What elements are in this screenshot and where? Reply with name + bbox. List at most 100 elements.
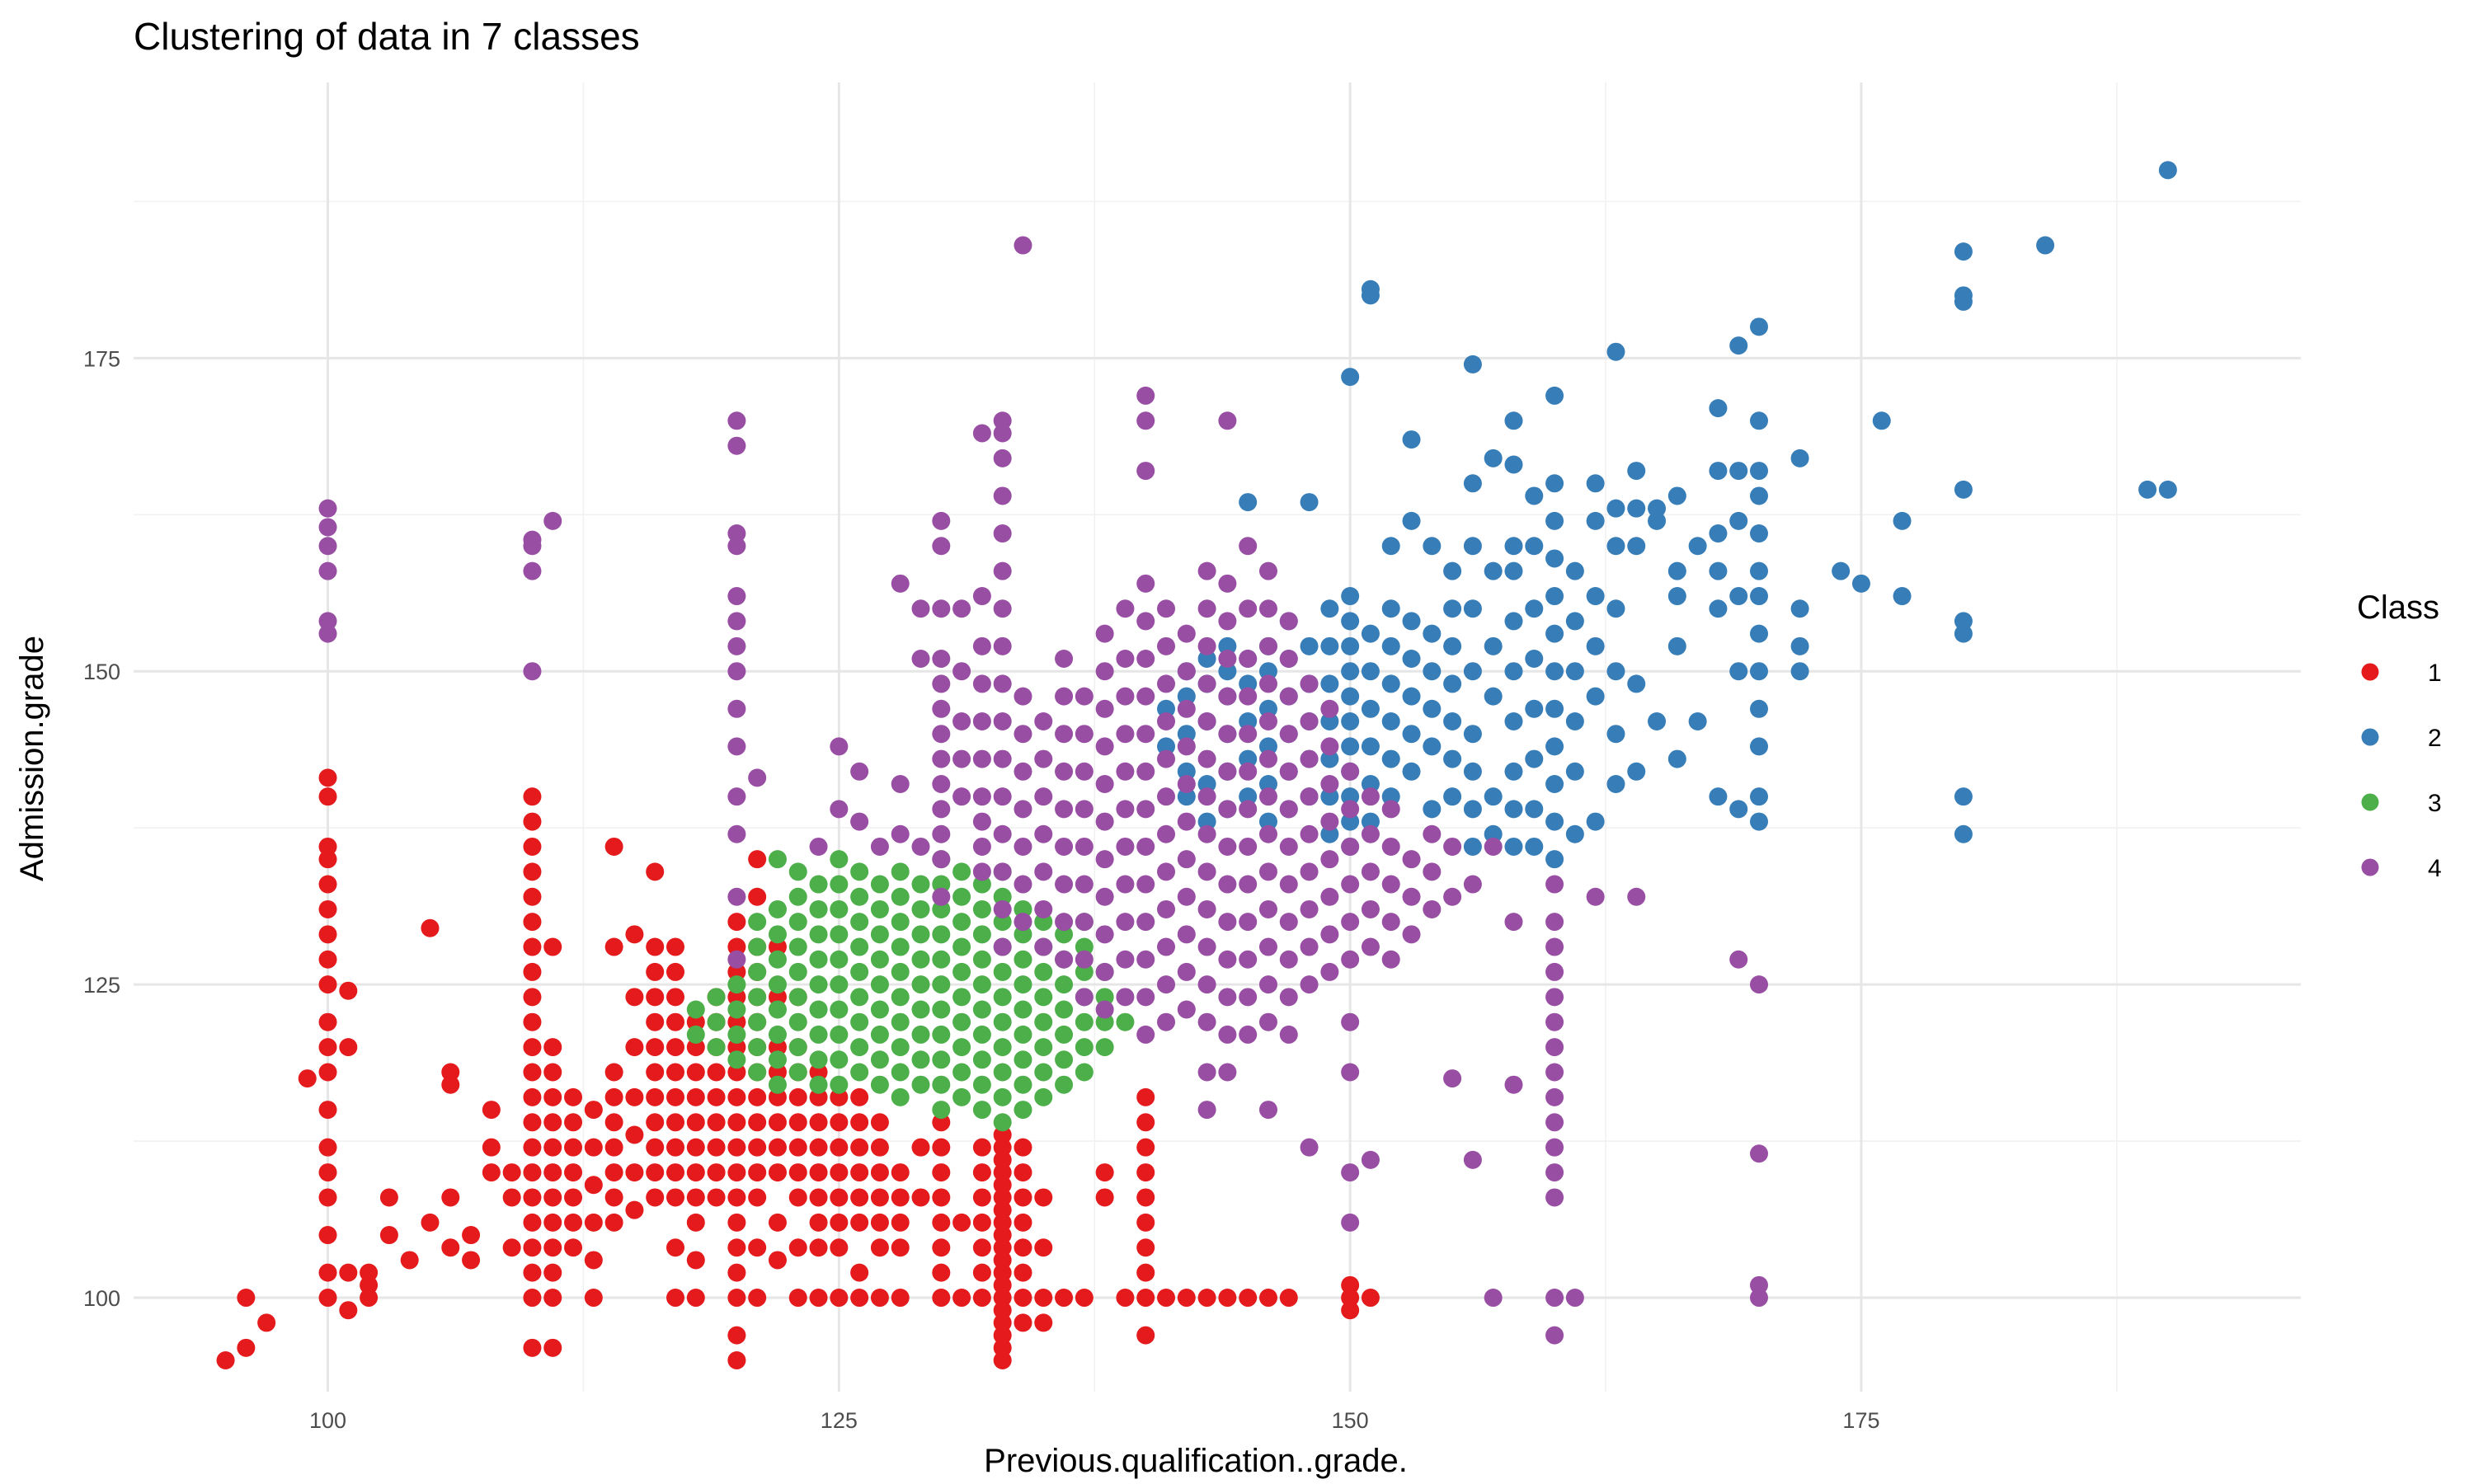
data-point (1954, 480, 1973, 499)
data-point (891, 988, 910, 1007)
data-point (1197, 937, 1216, 956)
data-point (809, 899, 828, 918)
data-point (1095, 1012, 1114, 1031)
data-point (1014, 1025, 1032, 1044)
data-point (482, 1101, 501, 1120)
data-point (1872, 411, 1891, 430)
data-point (1239, 950, 1258, 969)
data-point (993, 899, 1012, 918)
data-point (788, 1012, 807, 1031)
data-point (1545, 962, 1564, 981)
data-point (1055, 837, 1074, 856)
data-point (1750, 462, 1768, 481)
data-point (727, 824, 746, 843)
data-point (1851, 574, 1870, 593)
data-point (748, 962, 767, 981)
data-point (972, 1263, 991, 1282)
data-point (809, 975, 828, 994)
data-point (1095, 850, 1114, 869)
data-point (1423, 699, 1442, 718)
data-point (727, 975, 746, 994)
data-point (1239, 537, 1258, 556)
data-point (993, 787, 1012, 806)
data-point (850, 962, 869, 981)
data-point (318, 768, 337, 787)
data-point (1258, 674, 1277, 693)
data-point (727, 962, 746, 981)
data-point (891, 1012, 910, 1031)
data-point (1034, 988, 1053, 1007)
data-point (1750, 812, 1768, 831)
data-point (1136, 875, 1155, 894)
data-point (604, 1113, 623, 1132)
data-point (1463, 725, 1482, 744)
data-point (830, 850, 849, 869)
data-point (1341, 1289, 1360, 1308)
data-point (1443, 887, 1462, 906)
data-point (1545, 1163, 1564, 1182)
data-point (972, 875, 991, 894)
data-point (1545, 1087, 1564, 1106)
data-point (360, 1275, 379, 1294)
data-point (1197, 1101, 1216, 1120)
data-point (1177, 787, 1196, 806)
data-point (993, 599, 1012, 618)
data-point (993, 937, 1012, 956)
data-point (666, 962, 684, 981)
data-point (1239, 599, 1258, 618)
data-point (1648, 712, 1667, 731)
data-point (1034, 1238, 1053, 1257)
data-point (604, 1138, 623, 1157)
data-point (830, 899, 849, 918)
data-point (809, 950, 828, 969)
data-point (441, 1238, 460, 1257)
data-point (1750, 1144, 1768, 1163)
data-point (1463, 599, 1482, 618)
data-point (1014, 687, 1032, 706)
data-point (1095, 624, 1114, 643)
data-point (993, 1238, 1012, 1257)
data-point (1136, 837, 1155, 856)
data-point (1341, 712, 1360, 731)
data-point (646, 1038, 665, 1057)
data-point (1341, 800, 1360, 819)
data-point (768, 1251, 787, 1270)
data-point (584, 1138, 603, 1157)
data-point (523, 1238, 542, 1257)
data-point (1218, 950, 1237, 969)
data-point (564, 1213, 583, 1232)
data-point (318, 1188, 337, 1207)
data-point (1197, 862, 1216, 881)
data-point (830, 1000, 849, 1019)
data-point (1136, 1188, 1155, 1207)
data-point (1239, 674, 1258, 693)
legend-key-3 (2361, 793, 2379, 811)
data-point (1279, 1025, 1298, 1044)
data-point (1320, 774, 1339, 793)
data-point (1341, 812, 1360, 831)
data-point (911, 1000, 930, 1019)
data-point (788, 1038, 807, 1057)
data-point (441, 1075, 460, 1094)
data-point (1750, 1275, 1768, 1294)
data-point (1606, 342, 1625, 361)
data-point (1218, 988, 1237, 1007)
data-point (1136, 762, 1155, 781)
data-point (707, 988, 726, 1007)
data-point (1197, 1289, 1216, 1308)
data-point (932, 1113, 951, 1132)
data-point (1484, 1289, 1503, 1308)
data-point (564, 1238, 583, 1257)
data-point (543, 1163, 562, 1182)
data-point (850, 937, 869, 956)
data-point (1300, 975, 1319, 994)
data-point (707, 1113, 726, 1132)
data-point (1667, 486, 1686, 505)
data-point (1055, 875, 1074, 894)
data-point (850, 1012, 869, 1031)
data-point (1667, 587, 1686, 606)
data-point (686, 1087, 705, 1106)
data-point (441, 1063, 460, 1082)
data-point (1361, 1289, 1380, 1308)
data-point (891, 887, 910, 906)
